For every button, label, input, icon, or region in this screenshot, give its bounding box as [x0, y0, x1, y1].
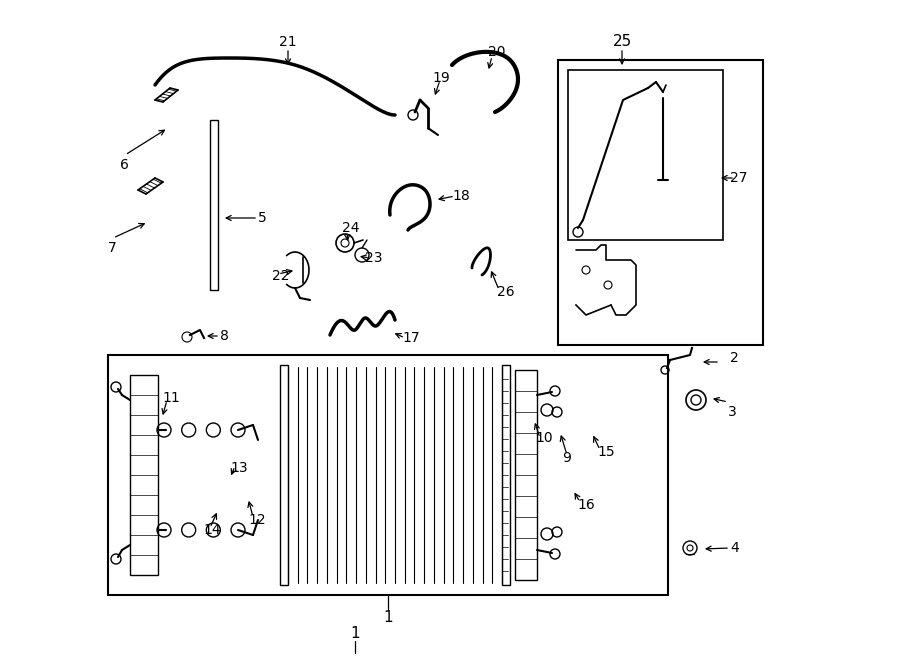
Text: 21: 21 [279, 35, 297, 49]
Text: 1: 1 [350, 625, 360, 641]
Text: 7: 7 [108, 241, 117, 255]
Text: 5: 5 [258, 211, 266, 225]
Bar [130, 375, 158, 575]
Text: 11: 11 [162, 391, 180, 405]
Bar [280, 365, 288, 585]
Text: 8: 8 [220, 329, 229, 343]
Text: 6: 6 [120, 158, 129, 172]
Bar [502, 365, 510, 585]
Text: 24: 24 [342, 221, 359, 235]
Bar [515, 370, 537, 580]
Bar [558, 60, 763, 345]
Text: 22: 22 [272, 269, 290, 283]
Text: 9: 9 [562, 451, 571, 465]
Text: 13: 13 [230, 461, 248, 475]
Text: 4: 4 [730, 541, 739, 555]
Text: 17: 17 [402, 331, 419, 345]
Text: 14: 14 [203, 523, 220, 537]
Text: 1: 1 [383, 609, 392, 625]
Text: 20: 20 [488, 45, 506, 59]
Text: 2: 2 [730, 351, 739, 365]
Text: 3: 3 [728, 405, 737, 419]
Bar [108, 355, 668, 595]
Text: 25: 25 [612, 34, 632, 50]
Text: 16: 16 [577, 498, 595, 512]
Text: 27: 27 [730, 171, 748, 185]
Text: 10: 10 [535, 431, 553, 445]
Text: 19: 19 [432, 71, 450, 85]
Text: 15: 15 [597, 445, 615, 459]
Bar [210, 120, 218, 290]
Bar [568, 70, 723, 240]
Text: 26: 26 [497, 285, 515, 299]
Text: 18: 18 [452, 189, 470, 203]
Text: 23: 23 [365, 251, 382, 265]
Text: 12: 12 [248, 513, 266, 527]
